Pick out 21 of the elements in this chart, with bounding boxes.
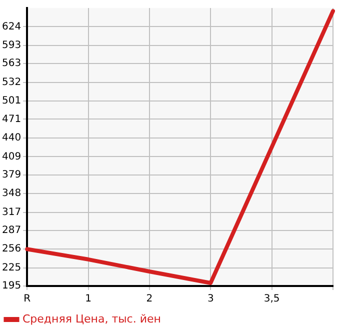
y-tick-label: 348 — [2, 188, 22, 200]
y-tick-label: 501 — [2, 96, 22, 107]
y-tick-label: 593 — [2, 40, 22, 52]
x-tick-label: 2 — [146, 294, 153, 305]
y-tick-label: 195 — [2, 280, 22, 292]
x-tick-label: 1 — [85, 294, 92, 305]
legend-label: Средняя Цена, тыс. йен — [22, 312, 161, 326]
y-tick-label: 317 — [2, 206, 22, 218]
y-tick-label: 287 — [2, 224, 22, 236]
x-tick-label: 3,5 — [264, 294, 280, 305]
y-tick-label: 563 — [2, 58, 22, 70]
y-tick-label: 440 — [2, 132, 22, 144]
y-tick-label: 532 — [2, 76, 22, 88]
y-tick-label: 409 — [2, 151, 22, 162]
y-tick-label: 471 — [2, 114, 22, 125]
y-tick-label: 624 — [2, 21, 22, 32]
y-tick-label: 379 — [2, 169, 22, 180]
y-tick-label: 256 — [2, 244, 22, 255]
x-tick-label: 3 — [207, 294, 214, 305]
x-tick-label: R — [24, 294, 31, 305]
y-tick-label: 225 — [2, 262, 22, 274]
